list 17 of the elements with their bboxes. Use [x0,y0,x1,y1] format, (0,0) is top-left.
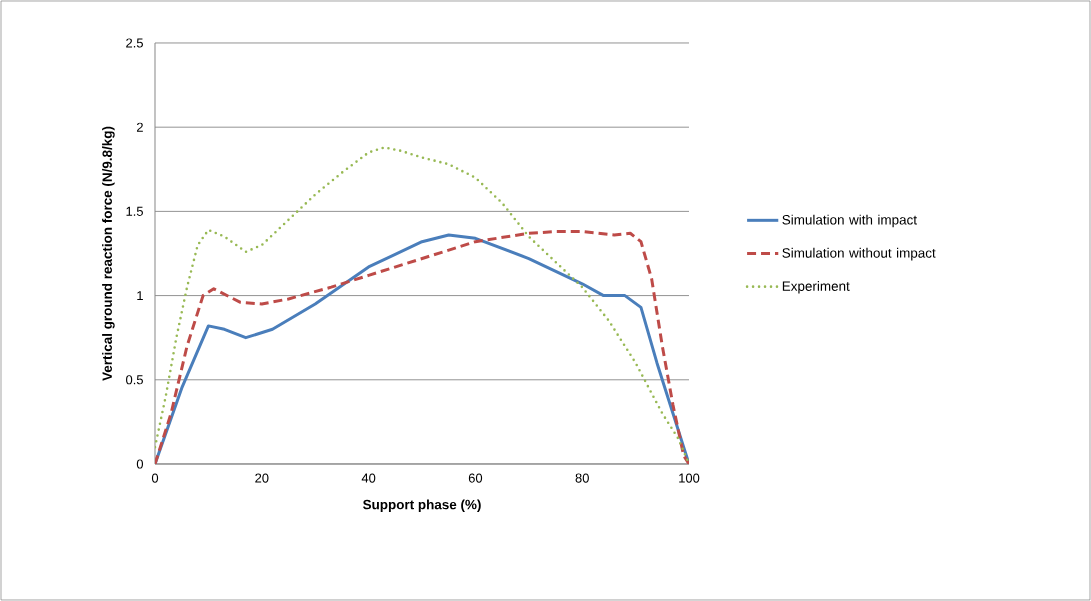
legend-label: Simulation without impact [782,247,936,261]
x-tick-label: 40 [361,473,376,483]
y-tick-label: 1.5 [126,206,143,216]
x-axis-title: Support phase (%) [363,499,481,512]
x-tick-label: 80 [575,473,589,483]
legend-label: Experiment [782,281,850,294]
x-tick-label: 100 [679,473,700,483]
y-tick-label: 2.5 [126,38,143,48]
x-tick-label: 20 [255,473,269,483]
y-tick-label: 0.5 [126,375,143,385]
y-axis-title: Vertical ground reaction force (N/9.8/kg) [102,126,115,381]
x-tick-label: 60 [468,473,483,483]
y-tick-label: 2 [136,122,143,132]
x-tick-label: 0 [151,473,159,483]
legend-label: Simulation with impact [782,214,917,228]
y-tick-label: 1 [137,291,143,301]
y-tick-label: 0 [136,459,144,469]
